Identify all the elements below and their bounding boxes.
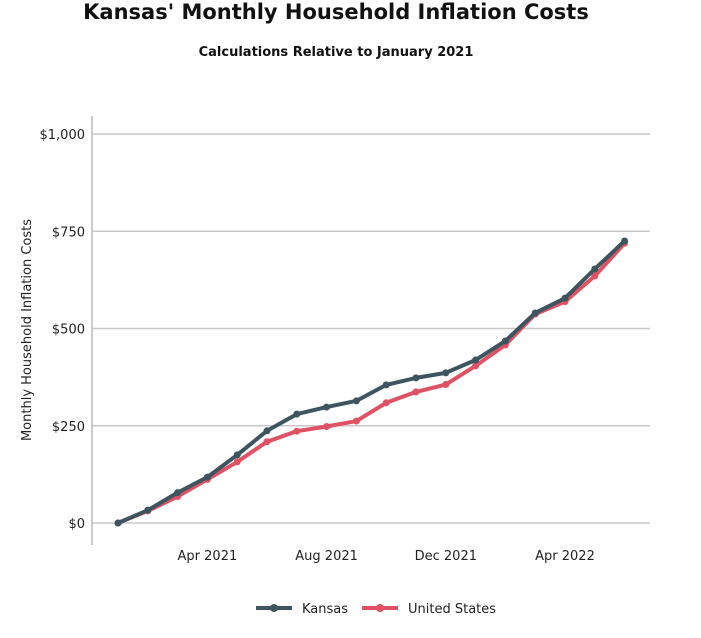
data-point (472, 362, 480, 370)
series-line (117, 241, 627, 525)
data-point (412, 388, 420, 396)
series-line (117, 239, 626, 525)
data-point (174, 489, 182, 497)
y-tick-label: $1,000 (40, 128, 86, 143)
x-tick-label: Aug 2021 (295, 549, 358, 564)
data-point (293, 427, 301, 435)
data-point (591, 265, 599, 273)
data-point (114, 519, 122, 527)
data-point (561, 294, 569, 302)
data-point (412, 374, 420, 382)
chart-subtitle: Calculations Relative to January 2021 (198, 45, 474, 60)
y-tick-label: $500 (52, 323, 85, 338)
data-point (472, 356, 480, 364)
x-tick-label: Apr 2021 (178, 549, 238, 564)
legend-label: United States (408, 602, 496, 617)
legend-marker (270, 604, 278, 612)
y-tick-label: $0 (68, 517, 85, 532)
data-point (621, 237, 629, 245)
chart-title: Kansas' Monthly Household Inflation Cost… (83, 0, 589, 24)
data-point (323, 403, 331, 411)
data-point (531, 309, 539, 317)
data-point (442, 381, 450, 389)
x-tick-label: Apr 2022 (535, 549, 595, 564)
data-point (323, 423, 331, 431)
y-axis-title: Monthly Household Inflation Costs (20, 219, 35, 441)
data-point (233, 451, 241, 459)
data-point (293, 410, 301, 418)
y-tick-label: $250 (52, 420, 85, 435)
y-tick-label: $750 (52, 225, 85, 240)
legend-item: Kansas (256, 602, 348, 617)
data-point (501, 337, 509, 345)
data-point (382, 381, 390, 389)
data-point (144, 506, 152, 514)
series-kansas (114, 237, 629, 527)
data-point (233, 458, 241, 466)
legend-marker (376, 604, 384, 612)
data-point (382, 399, 390, 407)
data-point (203, 473, 211, 481)
data-point (591, 272, 599, 280)
data-point (352, 417, 360, 425)
data-point (263, 438, 271, 446)
legend-item: United States (362, 602, 496, 617)
data-point (263, 427, 271, 435)
data-point (442, 369, 450, 377)
x-tick-label: Dec 2021 (415, 549, 477, 564)
data-point (352, 397, 360, 405)
legend-label: Kansas (302, 602, 348, 617)
